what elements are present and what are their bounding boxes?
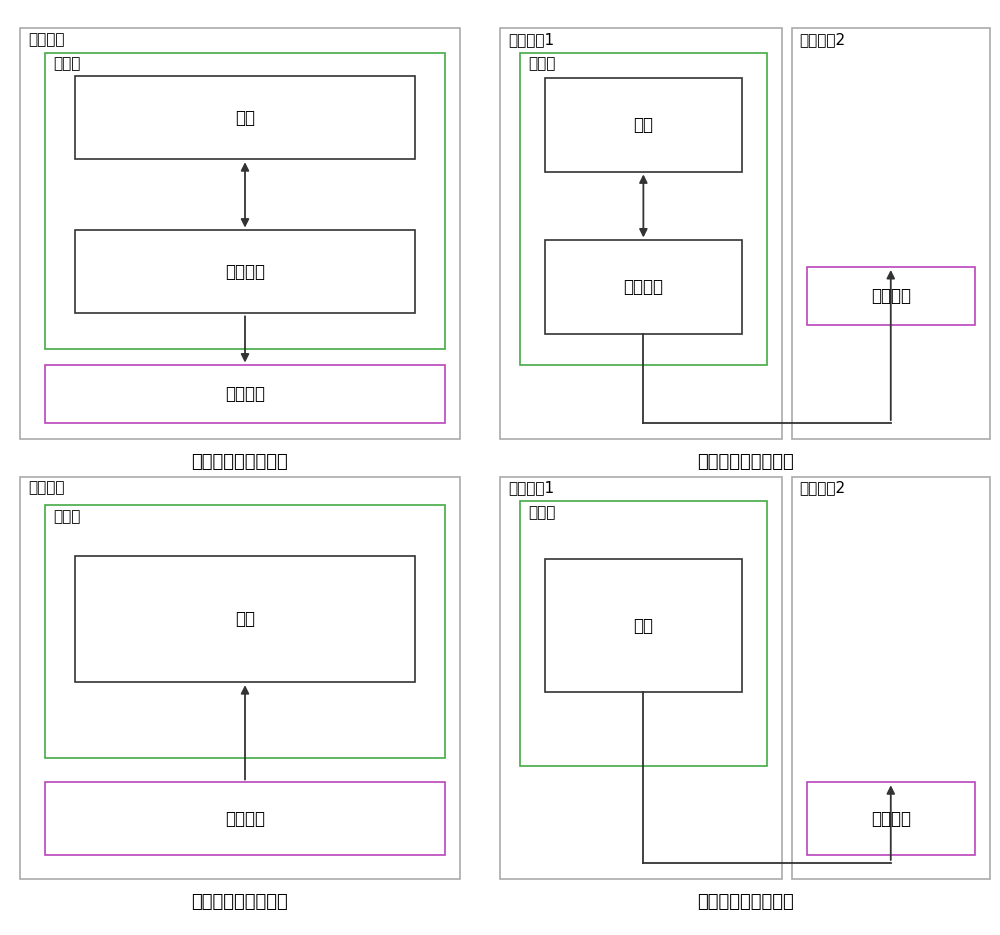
Text: 计算节点1: 计算节点1 (508, 32, 554, 47)
Text: 虚拟机: 虚拟机 (528, 56, 555, 71)
Text: 本地虚拟化加速资源: 本地虚拟化加速资源 (192, 453, 288, 471)
Text: 计算节点2: 计算节点2 (800, 481, 846, 496)
Bar (20, 477, 460, 879)
Text: 应用: 应用 (235, 108, 255, 127)
Bar (520, 501, 767, 767)
Text: 加速硬件: 加速硬件 (871, 287, 911, 305)
Bar (792, 28, 990, 439)
Bar (807, 267, 975, 324)
Bar (75, 230, 415, 313)
Bar (500, 28, 782, 439)
Text: 应用: 应用 (633, 617, 653, 635)
Text: 虚拟机: 虚拟机 (53, 56, 80, 71)
Text: 计算节点: 计算节点 (28, 32, 64, 47)
Text: 虚拟化层: 虚拟化层 (225, 263, 265, 280)
Text: 远端虚拟化加速资源: 远端虚拟化加速资源 (697, 453, 793, 471)
Text: 应用: 应用 (633, 116, 653, 134)
Text: 计算节点2: 计算节点2 (800, 32, 846, 47)
Text: 加速硬件: 加速硬件 (871, 810, 911, 827)
Bar (20, 28, 460, 439)
Bar (545, 78, 742, 171)
Bar (45, 366, 445, 423)
Text: 本地硬直通加速资源: 本地硬直通加速资源 (192, 893, 288, 911)
Bar (45, 505, 445, 758)
Bar (75, 555, 415, 683)
Text: 计算节点1: 计算节点1 (508, 481, 554, 496)
Text: 加速硬件: 加速硬件 (225, 385, 265, 403)
Text: 虚拟机: 虚拟机 (53, 509, 80, 524)
Bar (520, 52, 767, 366)
Text: 加速硬件: 加速硬件 (225, 810, 265, 827)
Text: 远端硬直通加速资源: 远端硬直通加速资源 (697, 893, 793, 911)
Bar (75, 77, 415, 159)
Bar (545, 240, 742, 334)
Bar (792, 477, 990, 879)
Text: 应用: 应用 (235, 610, 255, 628)
Bar (807, 783, 975, 855)
Bar (45, 52, 445, 349)
Bar (45, 783, 445, 855)
Text: 虚拟机: 虚拟机 (528, 505, 555, 520)
Bar (545, 559, 742, 692)
Text: 计算节点: 计算节点 (28, 481, 64, 496)
Text: 虚拟化层: 虚拟化层 (623, 279, 663, 296)
Bar (500, 477, 782, 879)
